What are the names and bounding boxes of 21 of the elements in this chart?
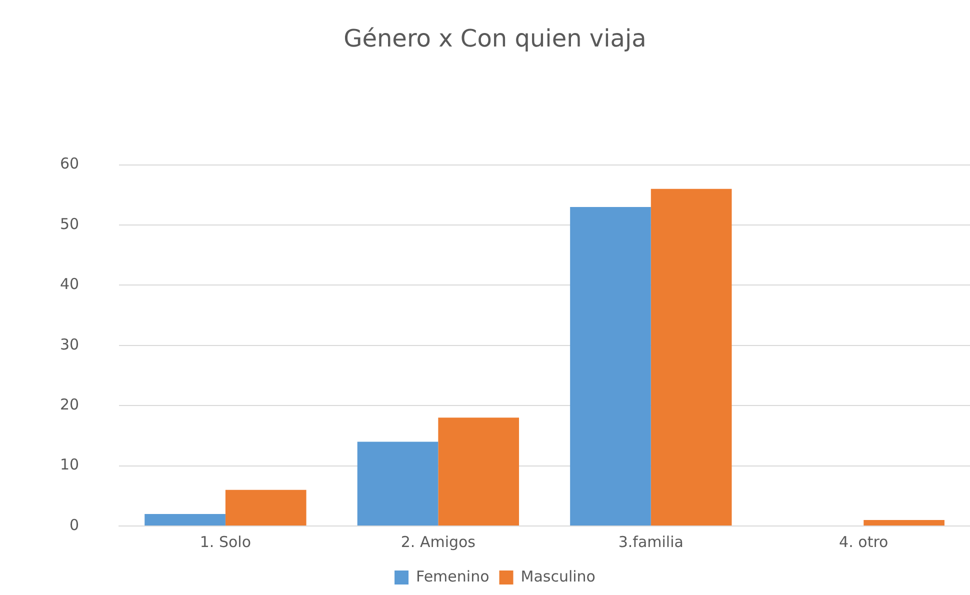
y-tick-label: 40 [60, 275, 80, 294]
y-tick-label: 30 [60, 335, 80, 354]
x-tick-label: 4. otro [839, 532, 888, 551]
x-tick-label: 2. Amigos [400, 532, 476, 551]
legend-label: Masculino [520, 567, 596, 586]
bar [570, 206, 651, 526]
bar [144, 514, 226, 526]
y-tick-label: 50 [60, 214, 80, 233]
bar [650, 188, 732, 526]
y-tick-label: 20 [60, 395, 80, 414]
bar [357, 442, 438, 526]
legend-label: Femenino [416, 567, 490, 586]
chart-title: Género x Con quien viaja [344, 24, 646, 53]
bar [864, 520, 944, 526]
y-tick-label: 60 [60, 154, 80, 173]
x-tick-label: 1. Solo [200, 532, 252, 551]
x-tick-label: 3.familia [618, 532, 684, 551]
bar [438, 418, 520, 526]
y-tick-label: 10 [60, 456, 80, 474]
y-tick-label: 0 [70, 516, 80, 534]
bar [225, 490, 306, 526]
